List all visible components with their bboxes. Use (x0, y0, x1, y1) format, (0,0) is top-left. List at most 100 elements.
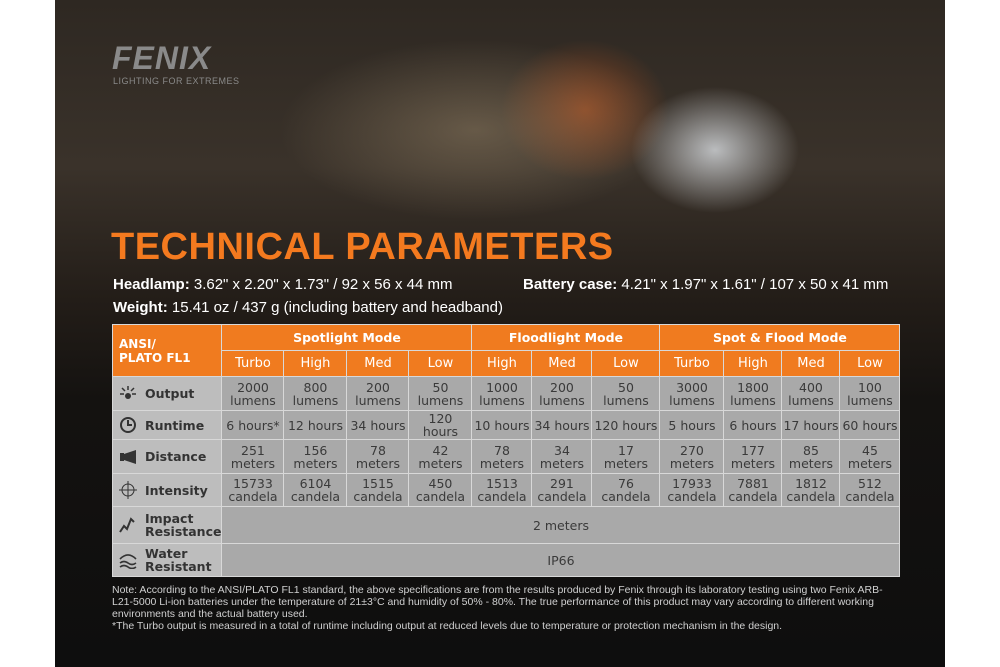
mode-group: Spot & Flood Mode (659, 324, 901, 351)
row-icon (120, 417, 136, 433)
level: Med (531, 350, 593, 377)
level: Med (781, 350, 841, 377)
level: Turbo (659, 350, 725, 377)
spec: Weight: 15.41 oz / 437 g (including batt… (113, 299, 503, 316)
note: Note: According to the ANSI/PLATO FL1 st… (112, 584, 883, 620)
value-cell: 10 hours (471, 410, 533, 440)
value-cell: 156 meters (283, 439, 348, 474)
row-label-cell: Water Resistant (111, 543, 223, 577)
value-cell: 34 hours (346, 410, 410, 440)
value-cell: 7881 candela (723, 473, 783, 507)
level: Turbo (221, 350, 285, 377)
value-cell: IP66 (221, 543, 901, 577)
corner-line: ANSI/ (119, 336, 156, 351)
value-cell: 50 lumens (408, 376, 473, 411)
data-row: Intensity 15733 candela 6104 candela 1515 c… (111, 473, 901, 507)
data-row: Runtime 6 hours* 12 hours 34 hours 120 hours… (111, 410, 901, 440)
row-label-text: Output (145, 386, 195, 401)
spec-label: Headlamp: (113, 276, 190, 293)
value-cell: 50 lumens (591, 376, 661, 411)
value-cell: 200 lumens (346, 376, 410, 411)
value-cell: 512 candela (839, 473, 901, 507)
group-row: ANSI/PLATO FL1 Spotlight Mode Floodlight M… (111, 324, 901, 377)
spec-value: 4.21" x 1.97" x 1.61" / 107 x 50 x 41 mm (621, 276, 889, 293)
row-label-cell: Runtime (111, 410, 223, 440)
value-cell: 15733 candela (221, 473, 285, 507)
value-cell: 5 hours (659, 410, 725, 440)
row-label-text: Distance (145, 449, 207, 464)
spec-label: Battery case: (523, 276, 618, 293)
row-icon (120, 449, 136, 464)
value-cell: 1800 lumens (723, 376, 783, 411)
row-label: Water Resistant (113, 547, 221, 573)
level-row: Turbo High Med Low High Med Low Turbo High Med Low (113, 350, 901, 377)
value-cell: 17 hours (781, 410, 841, 440)
value-cell: 17933 candela (659, 473, 725, 507)
value-cell: 78 meters (346, 439, 410, 474)
value-cell: 34 meters (531, 439, 593, 474)
value-cell: 78 meters (471, 439, 533, 474)
mode-group: Spotlight Mode (221, 324, 473, 351)
spec-table: ANSI/PLATO FL1 Spotlight Mode Floodlight M… (111, 324, 901, 577)
value-cell: 12 hours (283, 410, 348, 440)
value-cell: 120 hours (591, 410, 661, 440)
value-cell: 17 meters (591, 439, 661, 474)
corner: ANSI/PLATO FL1 (111, 324, 223, 377)
value-cell: 2000 lumens (221, 376, 285, 411)
row-icon (120, 385, 136, 399)
row-label: Impact Resistance (113, 512, 221, 538)
row-label-text: Runtime (145, 417, 205, 433)
value-cell: 45 meters (839, 439, 901, 474)
level: High (471, 350, 533, 377)
value-cell: 1000 lumens (471, 376, 533, 411)
data-row: Distance 251 meters 156 meters 78 meters 42 … (111, 439, 901, 474)
value-cell: 1513 candela (471, 473, 533, 507)
data-row: Output 2000 lumens 800 lumens 200 lumens 50 … (111, 376, 901, 411)
value-cell: 120 hours (408, 410, 473, 440)
level: Med (346, 350, 410, 377)
level: High (283, 350, 348, 377)
value-cell: 251 meters (221, 439, 285, 474)
row-label-text: Intensity (145, 482, 208, 498)
value-cell: 6 hours (723, 410, 783, 440)
value-cell: 3000 lumens (659, 376, 725, 411)
row-icon (119, 554, 137, 569)
brand-logo: FENIX (112, 40, 212, 76)
value-cell: 6 hours* (221, 410, 285, 440)
value-cell: 291 candela (531, 473, 593, 507)
row-label-cell: Distance (111, 439, 223, 474)
row-label: Runtime (113, 416, 221, 434)
level: Low (839, 350, 901, 377)
row-label: Distance (113, 448, 221, 466)
row-label-cell: Intensity (111, 473, 223, 507)
value-cell: 400 lumens (781, 376, 841, 411)
value-cell: 6104 candela (283, 473, 348, 507)
row-label: Intensity (113, 481, 221, 499)
row-label-cell: Impact Resistance (111, 506, 223, 544)
data-row: Impact Resistance 2 meters (111, 506, 901, 544)
value-cell: 100 lumens (839, 376, 901, 411)
value-cell: 177 meters (723, 439, 783, 474)
spec-label: Weight: (113, 299, 168, 316)
level: Low (591, 350, 661, 377)
value-cell: 450 candela (408, 473, 473, 507)
row-icon (119, 517, 135, 533)
spec: Headlamp: 3.62" x 2.20" x 1.73" / 92 x 5… (113, 276, 452, 293)
notes: Note: According to the ANSI/PLATO FL1 st… (112, 584, 902, 632)
note: *The Turbo output is measured in a total… (112, 620, 783, 632)
row-label-text: Impact Resistance (145, 511, 222, 539)
row-label-cell: Output (111, 376, 223, 411)
row-icon (119, 481, 137, 499)
corner-line: PLATO FL1 (119, 350, 191, 365)
title: TECHNICAL PARAMETERS (111, 226, 614, 268)
value-cell: 85 meters (781, 439, 841, 474)
value-cell: 800 lumens (283, 376, 348, 411)
value-cell: 1515 candela (346, 473, 410, 507)
brand-tagline: LIGHTING FOR EXTREMES (113, 76, 240, 86)
mode-group: Floodlight Mode (471, 324, 661, 351)
value-cell: 42 meters (408, 439, 473, 474)
value-cell: 60 hours (839, 410, 901, 440)
poster: FENIX LIGHTING FOR EXTREMES TECHNICAL PA… (55, 0, 945, 667)
value-cell: 1812 candela (781, 473, 841, 507)
